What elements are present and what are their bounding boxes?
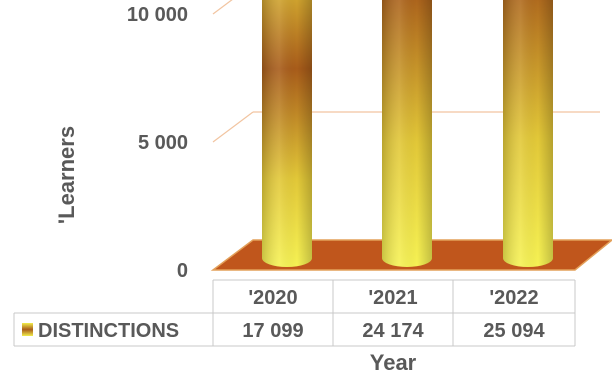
bar-shading	[503, 0, 553, 267]
y-tick-label: 10 000	[127, 4, 188, 26]
legend-series-name: DISTINCTIONS	[38, 320, 179, 342]
x-tick-label: '2020	[248, 287, 297, 309]
bar-shading	[262, 0, 312, 267]
data-label: 17 099	[242, 320, 303, 342]
bars	[262, 0, 553, 267]
x-tick-label: '2021	[368, 287, 417, 309]
legend-key	[22, 323, 33, 336]
y-tick-label: 5 000	[138, 132, 188, 154]
y-tick-label: 0	[177, 260, 188, 282]
data-label: 24 174	[362, 320, 424, 342]
data-label: 25 094	[483, 320, 545, 342]
bar	[503, 0, 553, 267]
bar	[382, 0, 432, 267]
gridline-diagonal	[212, 111, 254, 143]
data-table: '2020 '2021 '2022 17 099 24 174 25 094 DISTINC…	[13, 279, 576, 347]
bar-shading	[382, 0, 432, 267]
bar	[262, 0, 312, 267]
gridline-diagonal	[212, 0, 233, 15]
x-axis-label: Year	[370, 350, 417, 375]
x-tick-label: '2022	[489, 287, 538, 309]
y-axis-label: 'Learners	[54, 126, 79, 224]
